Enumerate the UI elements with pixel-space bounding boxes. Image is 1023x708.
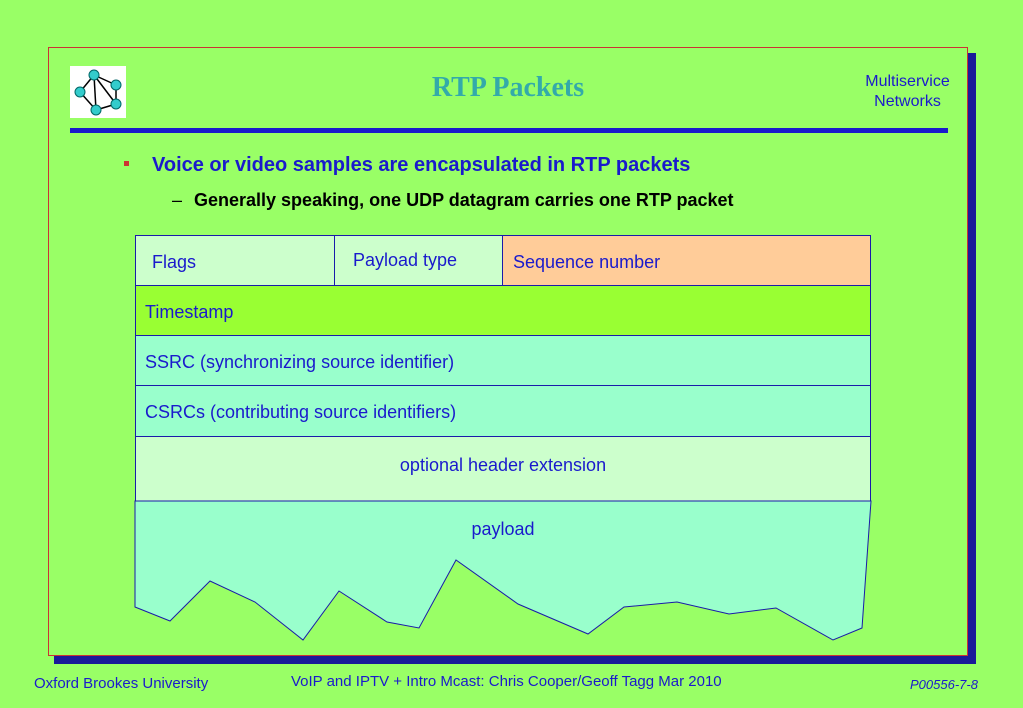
field-timestamp-label: Timestamp: [145, 302, 234, 322]
course-label: Multiservice Networks: [845, 72, 970, 112]
field-header-extension: optional header extension: [135, 436, 871, 502]
course-label-line2: Networks: [874, 93, 941, 110]
field-payload-type-label: Payload type: [353, 250, 458, 270]
field-header-extension-label: optional header extension: [399, 455, 607, 475]
footer-slide-id: P00556-7-8: [910, 677, 978, 692]
field-csrcs-label: CSRCs (contributing source identifiers): [145, 402, 457, 422]
field-ssrc: SSRC (synchronizing source identifier): [135, 335, 871, 386]
field-sequence-number-label: Sequence number: [513, 252, 661, 272]
field-payload-label: payload: [471, 519, 535, 539]
field-flags-label: Flags: [152, 252, 197, 272]
slide-title: RTP Packets: [431, 72, 585, 103]
course-label-line1: Multiservice: [865, 73, 950, 90]
field-ssrc-label: SSRC (synchronizing source identifier): [145, 352, 455, 372]
title-rule: [70, 128, 948, 133]
network-logo-icon: [70, 66, 126, 118]
footer-university: Oxford Brookes University: [34, 675, 209, 692]
bullet-level1: Voice or video samples are encapsulated …: [152, 154, 691, 176]
footer-course: VoIP and IPTV + Intro Mcast: Chris Coope…: [291, 673, 722, 690]
field-sequence-number: Sequence number: [502, 235, 871, 286]
field-payload-type: Payload type: [334, 235, 503, 286]
bullet-square-icon: [124, 161, 129, 166]
bullet-dash: –: [172, 190, 183, 210]
bullet-level2: Generally speaking, one UDP datagram car…: [194, 190, 734, 210]
